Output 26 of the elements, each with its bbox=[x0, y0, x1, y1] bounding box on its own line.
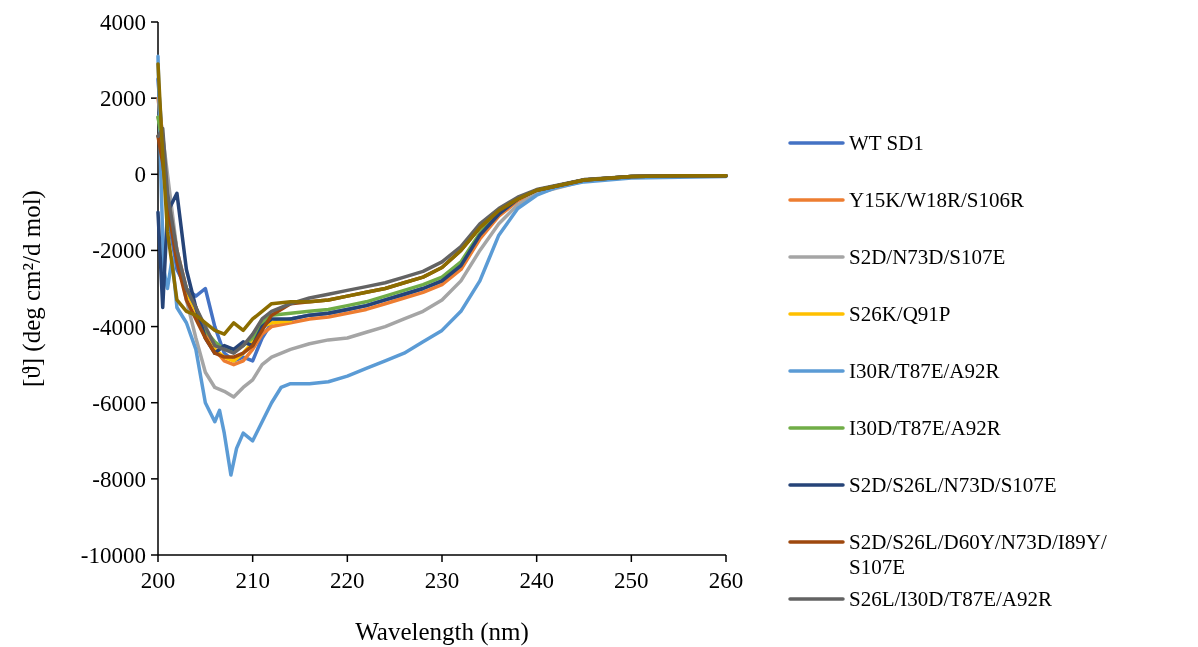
y-tick-label: -2000 bbox=[92, 238, 146, 264]
y-tick-label: -8000 bbox=[92, 466, 146, 492]
legend-label: S26K/Q91P bbox=[849, 302, 951, 326]
x-axis-title: Wavelength (nm) bbox=[355, 618, 529, 646]
y-tick-label: -10000 bbox=[80, 543, 146, 569]
legend-label: I30R/T87E/A92R bbox=[849, 359, 1000, 383]
y-tick-label: -4000 bbox=[92, 314, 146, 340]
legend-label: S2D/N73D/S107E bbox=[849, 245, 1006, 269]
x-tick-label: 230 bbox=[424, 568, 460, 593]
legend-label: S2D/S26L/N73D/S107E bbox=[849, 473, 1057, 497]
x-tick-label: 240 bbox=[519, 568, 554, 593]
y-tick-label: 2000 bbox=[100, 86, 146, 112]
x-tick-label: 210 bbox=[235, 568, 270, 593]
y-axis-title: [ϑ] (deg cm²/d mol) bbox=[18, 190, 46, 387]
legend-label: S26L/I30D/T87E/A92R bbox=[849, 587, 1052, 611]
y-tick-label: -6000 bbox=[92, 390, 146, 416]
legend-label: Y15K/W18R/S106R bbox=[849, 188, 1025, 212]
y-tick-label: 0 bbox=[134, 162, 146, 188]
legend-label: WT SD1 bbox=[849, 131, 924, 155]
x-tick-label: 220 bbox=[330, 568, 365, 593]
y-tick-label: 4000 bbox=[100, 10, 146, 36]
x-tick-label: 200 bbox=[140, 568, 176, 593]
legend-label: S2D/S26L/D60Y/N73D/I89Y/S107E bbox=[849, 530, 1108, 579]
x-tick-label: 260 bbox=[708, 568, 744, 593]
x-tick-label: 250 bbox=[614, 568, 649, 593]
legend-label: I30D/T87E/A92R bbox=[849, 416, 1001, 440]
